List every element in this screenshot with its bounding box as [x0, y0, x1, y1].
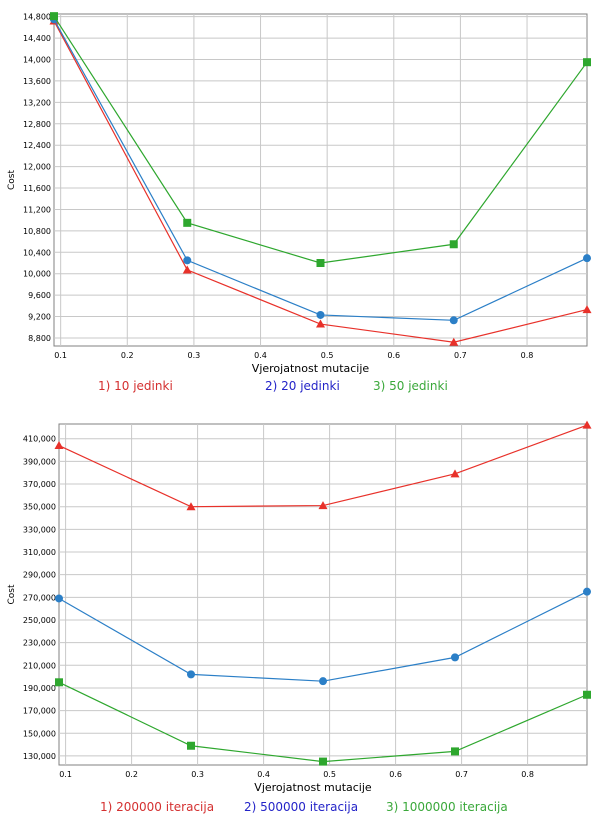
y-tick-label: 150,000 [23, 729, 56, 738]
x-tick-label: 0.2 [121, 351, 134, 360]
data-point-triangle [450, 469, 460, 478]
y-tick-label: 230,000 [23, 639, 56, 648]
data-point-triangle [318, 501, 328, 510]
x-tick-label: 0.6 [387, 351, 400, 360]
data-point-square [583, 58, 591, 67]
y-tick-label: 250,000 [23, 616, 56, 625]
y-tick-label: 270,000 [23, 593, 56, 602]
data-point-triangle [582, 305, 592, 314]
data-point-triangle [182, 265, 192, 274]
y-tick-label: 14,800 [23, 13, 51, 22]
data-point-circle [316, 310, 325, 319]
data-point-square [50, 12, 58, 21]
x-axis-title: Vjerojatnost mutacije [252, 362, 370, 375]
data-point-circle [319, 677, 327, 686]
legend-entry: 1) 10 jedinki [98, 379, 173, 393]
data-point-square [583, 690, 591, 699]
data-point-circle [55, 594, 63, 603]
x-tick-label: 0.4 [257, 770, 270, 779]
data-point-triangle [316, 319, 325, 328]
y-axis-title: Cost [7, 584, 17, 604]
legend-entry: 2) 500000 iteracija [244, 800, 358, 814]
y-tick-label: 370,000 [23, 480, 56, 489]
data-point-circle [187, 670, 195, 679]
y-tick-label: 12,400 [23, 141, 51, 150]
x-tick-label: 0.1 [59, 770, 72, 779]
x-tick-label: 0.4 [254, 351, 267, 360]
data-point-circle [183, 256, 192, 265]
data-point-circle [449, 316, 458, 325]
y-tick-label: 9,200 [28, 313, 51, 322]
y-tick-label: 12,800 [23, 120, 51, 129]
y-tick-label: 11,200 [23, 205, 51, 214]
x-tick-label: 0.1 [54, 351, 67, 360]
x-tick-label: 0.2 [125, 770, 138, 779]
x-tick-label: 0.5 [321, 351, 334, 360]
y-tick-label: 12,000 [23, 163, 51, 172]
x-tick-label: 0.3 [188, 351, 201, 360]
data-point-circle [451, 653, 459, 662]
data-point-square [183, 218, 192, 227]
data-point-circle [583, 254, 591, 263]
y-tick-label: 13,600 [23, 77, 51, 86]
legend-entry: 2) 20 jedinki [265, 379, 340, 393]
data-point-triangle [54, 441, 64, 450]
data-point-square [319, 757, 327, 766]
x-tick-label: 0.8 [521, 351, 534, 360]
x-tick-label: 0.7 [454, 351, 467, 360]
y-tick-label: 350,000 [23, 503, 56, 512]
y-tick-label: 410,000 [23, 435, 56, 444]
y-tick-label: 10,400 [23, 248, 51, 257]
x-tick-label: 0.8 [521, 770, 534, 779]
data-point-square [449, 240, 458, 249]
y-tick-label: 13,200 [23, 98, 51, 107]
y-tick-label: 210,000 [23, 661, 56, 670]
data-point-square [187, 741, 195, 750]
y-axis-title: Cost [7, 170, 17, 190]
y-tick-label: 170,000 [23, 707, 56, 716]
legend-entry: 3) 50 jedinki [373, 379, 448, 393]
y-tick-label: 290,000 [23, 571, 56, 580]
x-axis-title: Vjerojatnost mutacije [254, 781, 372, 794]
y-tick-label: 14,000 [23, 56, 51, 65]
y-tick-label: 130,000 [23, 752, 56, 761]
data-point-triangle [582, 420, 592, 429]
y-tick-label: 390,000 [23, 457, 56, 466]
chart-top: 0.1 0.2 0.3 0.4 0.5 0.6 0.7 0.8 14,800 14,400 14,0… [7, 12, 592, 393]
x-tick-label: 0.7 [455, 770, 468, 779]
plot-area [58, 423, 588, 766]
data-point-square [451, 747, 459, 756]
chart-bottom: 0.1 0.2 0.3 0.4 0.5 0.6 0.7 0.8 410,000 390,000 37… [7, 420, 592, 814]
y-tick-label: 10,800 [23, 227, 51, 236]
y-tick-label: 190,000 [23, 684, 56, 693]
y-tick-label: 330,000 [23, 525, 56, 534]
data-point-square [316, 259, 325, 267]
data-point-square [55, 678, 63, 687]
y-tick-label: 8,800 [28, 334, 51, 343]
data-point-triangle [449, 337, 459, 346]
x-tick-label: 0.3 [191, 770, 204, 779]
y-tick-label: 11,600 [23, 184, 51, 193]
x-tick-label: 0.6 [389, 770, 402, 779]
plot-area [53, 13, 588, 347]
y-tick-label: 9,600 [28, 291, 51, 300]
legend-entry: 1) 200000 iteracija [100, 800, 214, 814]
y-tick-label: 14,400 [23, 34, 51, 43]
data-point-triangle [186, 502, 196, 511]
x-tick-label: 0.5 [323, 770, 336, 779]
y-tick-label: 310,000 [23, 548, 56, 557]
data-point-circle [583, 587, 591, 596]
legend-entry: 3) 1000000 iteracija [386, 800, 508, 814]
y-tick-label: 10,000 [23, 270, 51, 279]
